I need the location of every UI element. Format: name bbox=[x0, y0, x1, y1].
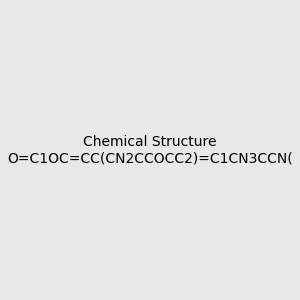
Text: Chemical Structure
O=C1OC=CC(CN2CCOCC2)=C1CN3CCN(: Chemical Structure O=C1OC=CC(CN2CCOCC2)=… bbox=[7, 135, 293, 165]
